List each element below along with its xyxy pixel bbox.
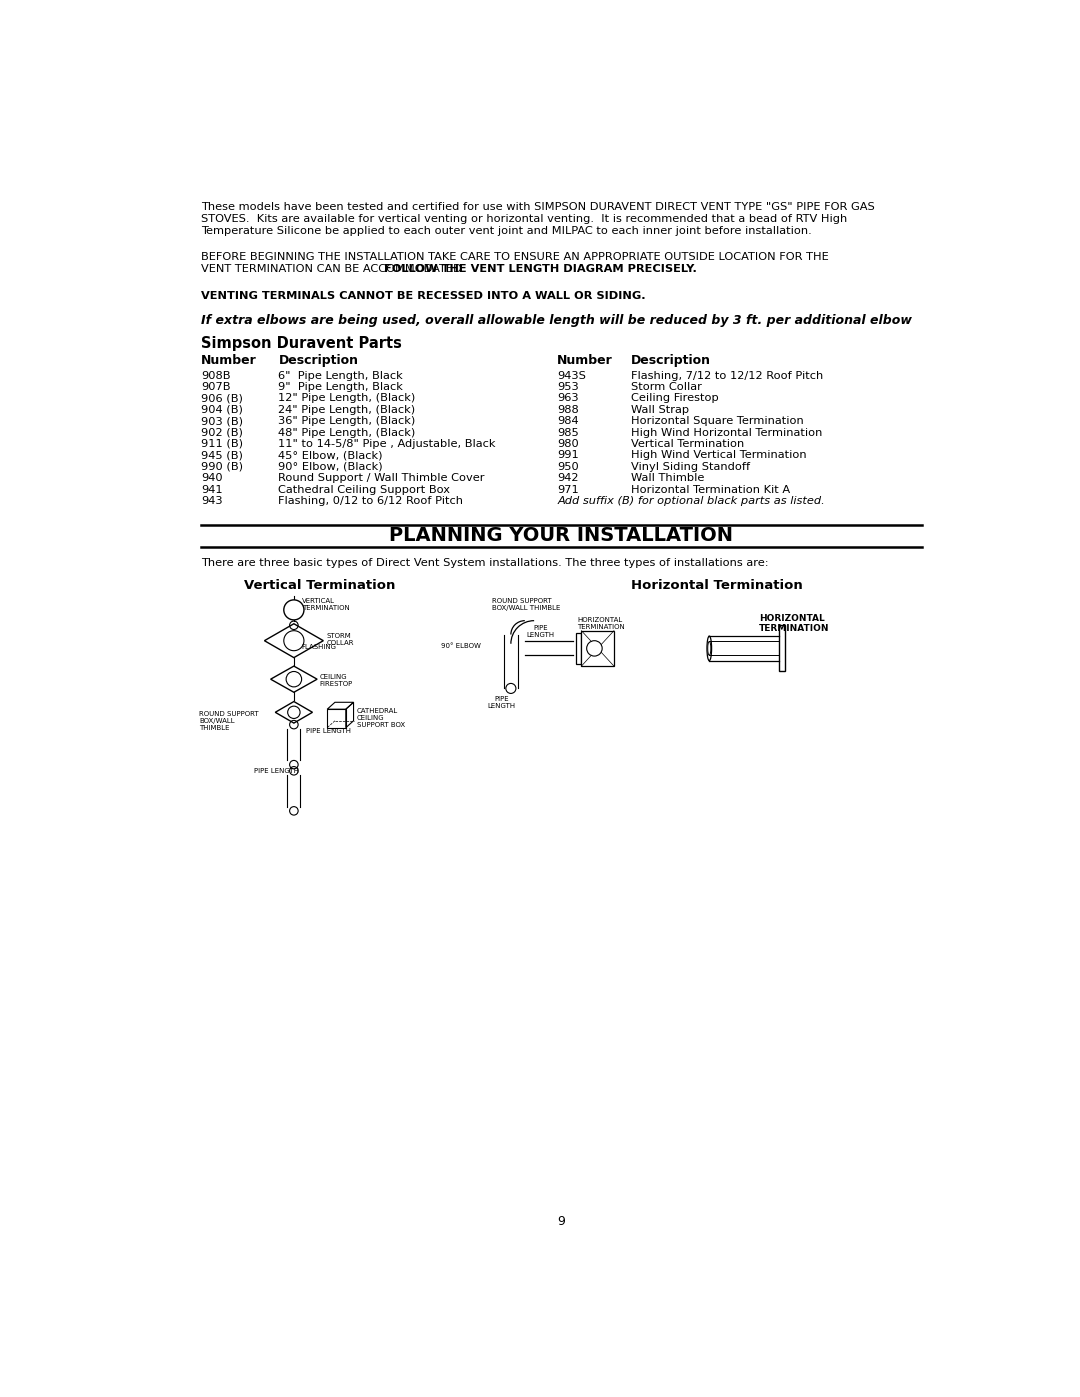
Text: 9: 9 — [557, 1215, 565, 1228]
Text: 940: 940 — [201, 474, 222, 483]
Text: 990 (B): 990 (B) — [201, 462, 243, 472]
Text: CEILING
FIRESTOP: CEILING FIRESTOP — [320, 675, 353, 687]
Text: PIPE LENGTH: PIPE LENGTH — [306, 728, 351, 735]
Text: HORIZONTAL
TERMINATION: HORIZONTAL TERMINATION — [759, 613, 829, 633]
Text: Description: Description — [631, 353, 711, 367]
Circle shape — [284, 599, 303, 620]
Text: Simpson Duravent Parts: Simpson Duravent Parts — [201, 335, 402, 351]
Text: HORIZONTAL
TERMINATION: HORIZONTAL TERMINATION — [578, 617, 625, 630]
Text: Vertical Termination: Vertical Termination — [631, 439, 744, 448]
Text: Number: Number — [201, 353, 257, 367]
Text: 953: 953 — [557, 381, 579, 393]
Text: 906 (B): 906 (B) — [201, 394, 243, 404]
Text: STORM
COLLAR: STORM COLLAR — [326, 633, 354, 645]
Bar — [327, 710, 346, 728]
Text: 984: 984 — [557, 416, 579, 426]
Text: High Wind Vertical Termination: High Wind Vertical Termination — [631, 450, 807, 461]
Text: VERTICAL
TERMINATION: VERTICAL TERMINATION — [301, 598, 349, 610]
Text: High Wind Horizontal Termination: High Wind Horizontal Termination — [631, 427, 822, 437]
Text: 24" Pipe Length, (Black): 24" Pipe Length, (Black) — [279, 405, 416, 415]
Text: Ceiling Firestop: Ceiling Firestop — [631, 394, 719, 404]
Bar — [779, 626, 785, 672]
Text: Horizontal Square Termination: Horizontal Square Termination — [631, 416, 804, 426]
Text: Horizontal Termination Kit A: Horizontal Termination Kit A — [631, 485, 791, 495]
Text: 907B: 907B — [201, 381, 230, 393]
Text: Vertical Termination: Vertical Termination — [243, 580, 395, 592]
Ellipse shape — [707, 636, 712, 661]
Text: 45° Elbow, (Black): 45° Elbow, (Black) — [279, 450, 383, 461]
Text: Number: Number — [557, 353, 613, 367]
Bar — [581, 630, 613, 666]
Circle shape — [286, 672, 301, 687]
Text: These models have been tested and certified for use with SIMPSON DURAVENT DIRECT: These models have been tested and certif… — [201, 203, 875, 212]
Text: Flashing, 0/12 to 6/12 Roof Pitch: Flashing, 0/12 to 6/12 Roof Pitch — [279, 496, 463, 506]
Text: There are three basic types of Direct Vent System installations. The three types: There are three basic types of Direct Ve… — [201, 557, 769, 567]
Text: 943S: 943S — [557, 370, 586, 380]
Text: Storm Collar: Storm Collar — [631, 381, 702, 393]
Text: 902 (B): 902 (B) — [201, 427, 243, 437]
Text: 985: 985 — [557, 427, 579, 437]
Text: 980: 980 — [557, 439, 579, 448]
Text: 963: 963 — [557, 394, 579, 404]
Text: PIPE LENGTH: PIPE LENGTH — [254, 768, 298, 774]
Text: Wall Thimble: Wall Thimble — [631, 474, 704, 483]
Text: VENT TERMINATION CAN BE ACCOMMODATED.: VENT TERMINATION CAN BE ACCOMMODATED. — [201, 264, 473, 274]
Text: 6"  Pipe Length, Black: 6" Pipe Length, Black — [279, 370, 403, 380]
Text: Vinyl Siding Standoff: Vinyl Siding Standoff — [631, 462, 751, 472]
Text: 942: 942 — [557, 474, 579, 483]
Ellipse shape — [707, 641, 711, 655]
Text: 991: 991 — [557, 450, 579, 461]
Text: ROUND SUPPORT
BOX/WALL
THIMBLE: ROUND SUPPORT BOX/WALL THIMBLE — [200, 711, 259, 731]
Bar — [576, 633, 581, 664]
Text: 903 (B): 903 (B) — [201, 416, 243, 426]
Text: Description: Description — [279, 353, 359, 367]
Text: PIPE
LENGTH: PIPE LENGTH — [526, 626, 554, 638]
Text: If extra elbows are being used, overall allowable length will be reduced by 3 ft: If extra elbows are being used, overall … — [201, 314, 912, 327]
Text: Horizontal Termination: Horizontal Termination — [631, 580, 802, 592]
Text: 48" Pipe Length, (Black): 48" Pipe Length, (Black) — [279, 427, 416, 437]
Text: Cathedral Ceiling Support Box: Cathedral Ceiling Support Box — [279, 485, 450, 495]
Text: Flashing, 7/12 to 12/12 Roof Pitch: Flashing, 7/12 to 12/12 Roof Pitch — [631, 370, 823, 380]
Text: 988: 988 — [557, 405, 579, 415]
Text: 941: 941 — [201, 485, 222, 495]
Text: 90° ELBOW: 90° ELBOW — [441, 643, 481, 650]
Text: Temperature Silicone be applied to each outer vent joint and MILPAC to each inne: Temperature Silicone be applied to each … — [201, 226, 812, 236]
Text: 90° Elbow, (Black): 90° Elbow, (Black) — [279, 462, 383, 472]
Text: BEFORE BEGINNING THE INSTALLATION TAKE CARE TO ENSURE AN APPROPRIATE OUTSIDE LOC: BEFORE BEGINNING THE INSTALLATION TAKE C… — [201, 253, 828, 263]
Text: ROUND SUPPORT
BOX/WALL THIMBLE: ROUND SUPPORT BOX/WALL THIMBLE — [491, 598, 559, 610]
Text: 971: 971 — [557, 485, 579, 495]
Text: 36" Pipe Length, (Black): 36" Pipe Length, (Black) — [279, 416, 416, 426]
Circle shape — [287, 705, 300, 718]
Text: STOVES.  Kits are available for vertical venting or horizontal venting.  It is r: STOVES. Kits are available for vertical … — [201, 214, 847, 225]
Text: FOLLOW THE VENT LENGTH DIAGRAM PRECISELY.: FOLLOW THE VENT LENGTH DIAGRAM PRECISELY… — [383, 264, 697, 274]
Circle shape — [586, 641, 603, 657]
Text: Add suffix (B) for optional black parts as listed.: Add suffix (B) for optional black parts … — [557, 496, 825, 506]
Text: 950: 950 — [557, 462, 579, 472]
Text: PIPE
LENGTH: PIPE LENGTH — [487, 696, 515, 710]
Text: VENTING TERMINALS CANNOT BE RECESSED INTO A WALL OR SIDING.: VENTING TERMINALS CANNOT BE RECESSED INT… — [201, 291, 646, 300]
Text: Round Support / Wall Thimble Cover: Round Support / Wall Thimble Cover — [279, 474, 485, 483]
Text: Wall Strap: Wall Strap — [631, 405, 689, 415]
Text: 945 (B): 945 (B) — [201, 450, 243, 461]
Text: 911 (B): 911 (B) — [201, 439, 243, 448]
Text: PLANNING YOUR INSTALLATION: PLANNING YOUR INSTALLATION — [389, 527, 733, 545]
Text: 12" Pipe Length, (Black): 12" Pipe Length, (Black) — [279, 394, 416, 404]
Text: FLASHING: FLASHING — [301, 644, 337, 650]
Text: 9"  Pipe Length, Black: 9" Pipe Length, Black — [279, 381, 403, 393]
Text: 908B: 908B — [201, 370, 230, 380]
Text: 11" to 14-5/8" Pipe , Adjustable, Black: 11" to 14-5/8" Pipe , Adjustable, Black — [279, 439, 496, 448]
Text: 904 (B): 904 (B) — [201, 405, 243, 415]
Text: 943: 943 — [201, 496, 222, 506]
Circle shape — [284, 630, 303, 651]
Text: CATHEDRAL
CEILING
SUPPORT BOX: CATHEDRAL CEILING SUPPORT BOX — [356, 708, 405, 728]
